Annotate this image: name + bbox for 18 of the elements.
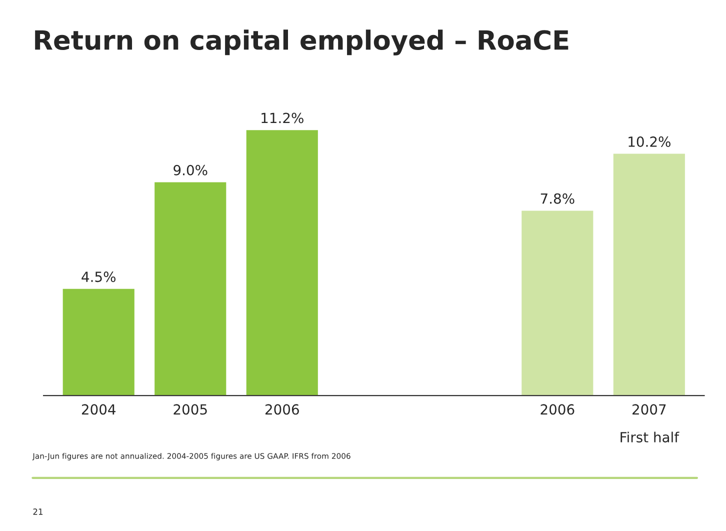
bar (522, 210, 594, 396)
data-label: 7.8% (540, 193, 574, 204)
bar (246, 130, 318, 396)
data-label: 10.2% (628, 136, 670, 147)
bar (154, 182, 226, 396)
bar (613, 154, 685, 396)
x-tick-label: 2006 (540, 404, 574, 415)
x-tick-label: 2006 (265, 404, 299, 415)
text: 21 (33, 508, 43, 515)
data-label: 4.5% (82, 272, 116, 282)
x-tick-label: 2004 (82, 404, 116, 415)
data-label: 9.0% (174, 164, 208, 176)
x-tick-label: 2005 (174, 404, 207, 415)
x-tick-label: 2007 (632, 404, 666, 415)
data-label: 11.2% (262, 112, 304, 124)
chart-title: Return on capital employed – RoaCE (35, 30, 568, 56)
bar (62, 288, 134, 396)
text: First half (620, 432, 680, 442)
